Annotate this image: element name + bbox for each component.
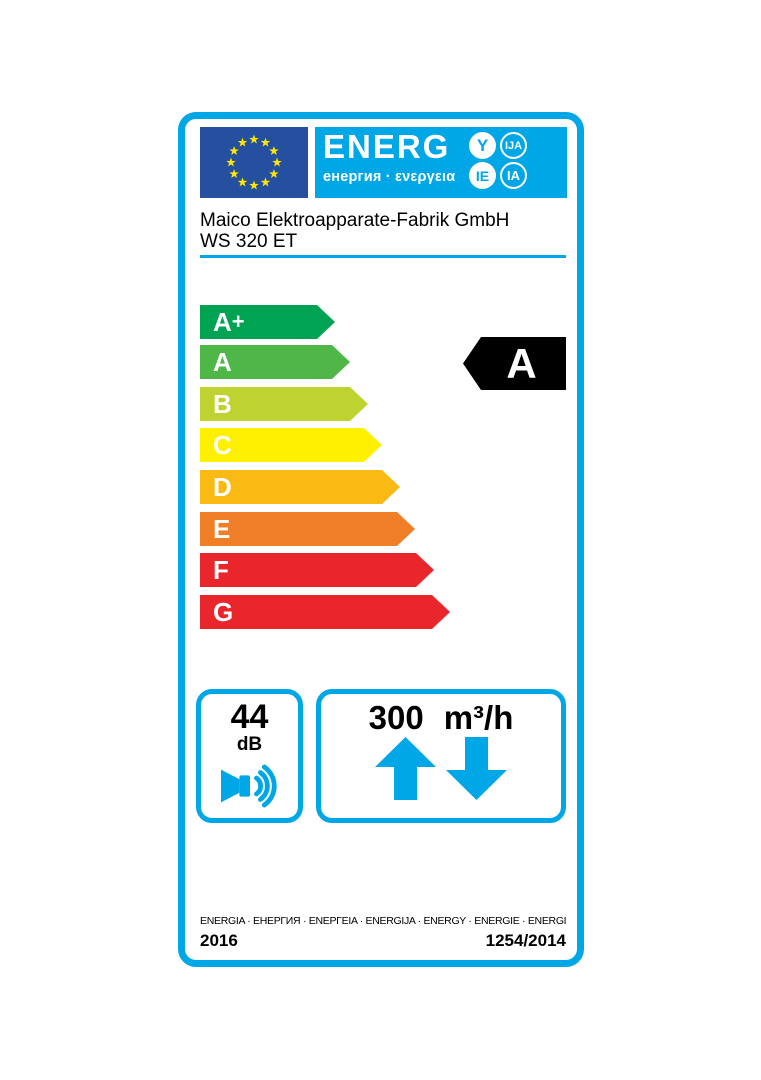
rating-row-label: A [213, 346, 232, 377]
speaker-icon [220, 764, 277, 808]
header-divider [200, 255, 566, 258]
noise-value: 44 [230, 698, 269, 736]
rating-row-label: C [213, 429, 232, 460]
rating-row-label: E [213, 513, 231, 544]
rating-row-a: A [200, 345, 350, 379]
down-arrow-icon [446, 737, 507, 800]
footer-year: 2016 [200, 931, 238, 950]
rating-row-label: B [213, 388, 232, 419]
energ-circle-y: Y [469, 132, 496, 159]
model-name: WS 320 ET [200, 230, 298, 252]
rating-row-label-suffix: + [231, 309, 245, 334]
energ-circle-ie: IE [469, 162, 496, 189]
rating-row-label: A [213, 306, 232, 337]
rating-row-label: F [213, 554, 229, 585]
current-rating-arrow: A [463, 337, 566, 390]
eu-flag-icon [200, 127, 308, 198]
airflow-unit: m³/h [443, 699, 514, 736]
footer-regulation: 1254/2014 [485, 931, 566, 950]
energ-logo-subtitle: енергия · ενεργεια [323, 169, 456, 185]
energy-label-frame: ENERG енергия · ενεργεια Y IJA IE IA Mai… [178, 112, 584, 967]
airflow-value: 300 [368, 699, 424, 736]
rating-row-a-plus: A + [200, 305, 335, 339]
energ-logo: ENERG енергия · ενεργεια Y IJA IE IA [315, 127, 567, 198]
rating-row-g: G [200, 595, 450, 629]
rating-row-e: E [200, 512, 415, 546]
rating-row-d: D [200, 470, 400, 504]
footer-year-row: 2016 1254/2014 [200, 931, 566, 951]
rating-row-b: B [200, 387, 368, 421]
rating-row-f: F [200, 553, 434, 587]
energ-circle-ija: IJA [500, 132, 527, 159]
energ-logo-title: ENERG [323, 128, 451, 165]
noise-box: 44 dB [196, 689, 303, 823]
supplier-name: Maico Elektroapparate-Fabrik GmbH [200, 210, 510, 231]
rating-row-label: D [213, 471, 232, 502]
noise-unit: dB [236, 734, 263, 755]
up-arrow-icon [375, 737, 436, 800]
rating-row-label: G [213, 596, 234, 627]
footer-languages: ENERGIA · ЕНЕРГИЯ · ENEPΓEIA · ENERGIJA … [200, 915, 567, 927]
rating-row-c: C [200, 428, 382, 462]
supplier-block: Maico Elektroapparate-Fabrik GmbH WS 320… [200, 210, 510, 252]
energ-circle-ia: IA [500, 162, 527, 189]
airflow-box: 300 m³/h [316, 689, 566, 823]
current-rating-label: A [506, 339, 537, 387]
